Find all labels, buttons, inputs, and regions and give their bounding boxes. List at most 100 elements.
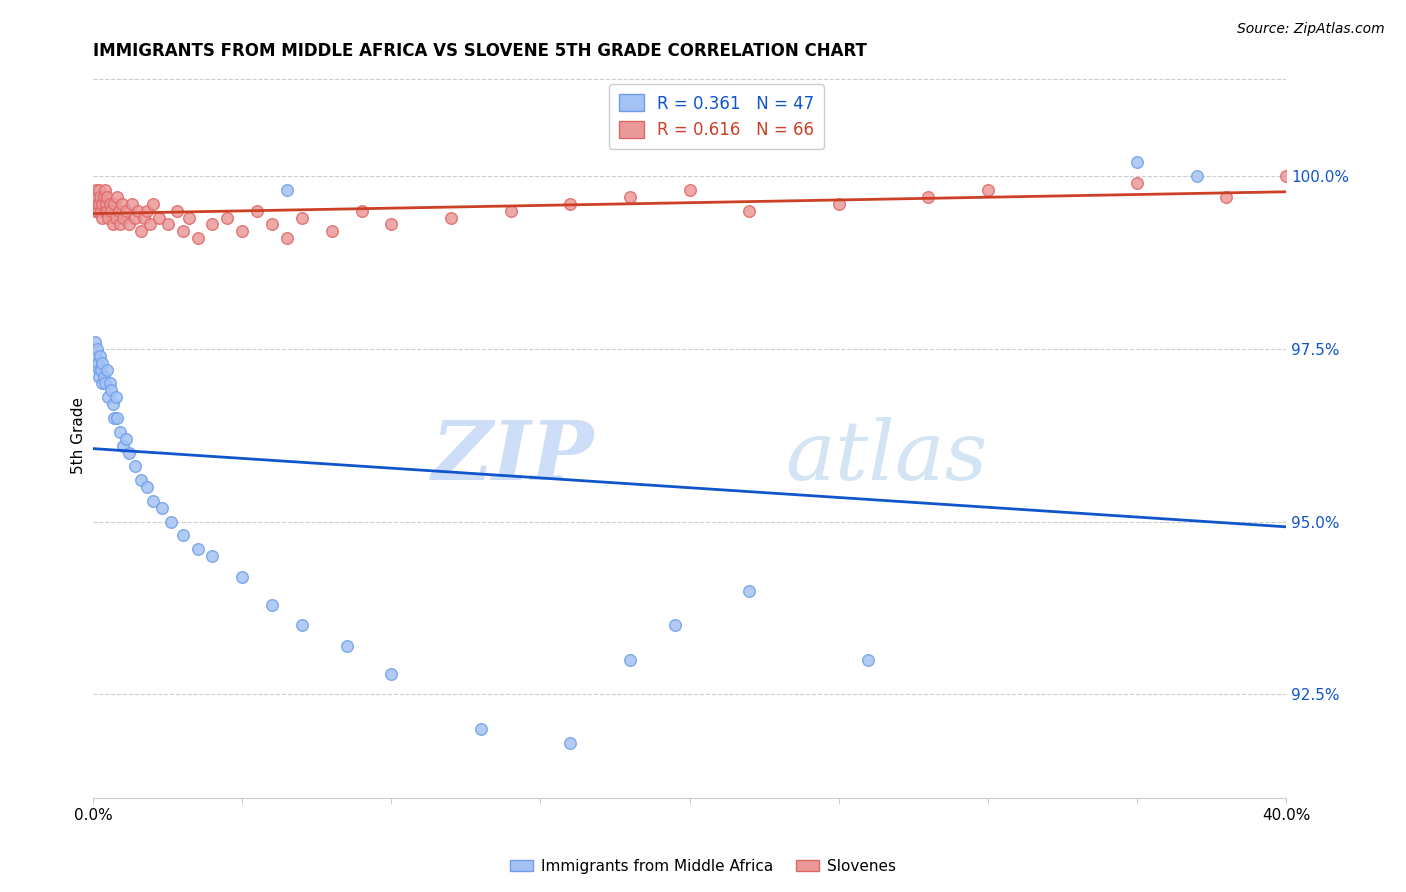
Point bbox=[94, 376, 117, 391]
Point bbox=[84, 183, 107, 197]
Point bbox=[262, 598, 284, 612]
Point bbox=[86, 203, 108, 218]
Point bbox=[738, 583, 761, 598]
Point bbox=[90, 362, 112, 376]
Point bbox=[827, 196, 849, 211]
Point bbox=[96, 203, 118, 218]
Point bbox=[86, 342, 108, 356]
Point bbox=[139, 218, 162, 232]
Point bbox=[172, 528, 194, 542]
Point bbox=[93, 190, 115, 204]
Point bbox=[619, 190, 641, 204]
Point bbox=[97, 390, 120, 404]
Point bbox=[1215, 190, 1237, 204]
Point bbox=[127, 203, 149, 218]
Point bbox=[1185, 169, 1208, 183]
Point bbox=[201, 218, 224, 232]
Text: atlas: atlas bbox=[785, 417, 987, 497]
Point bbox=[96, 190, 118, 204]
Point bbox=[135, 480, 157, 494]
Point bbox=[105, 190, 128, 204]
Y-axis label: 5th Grade: 5th Grade bbox=[72, 397, 86, 474]
Legend: Immigrants from Middle Africa, Slovenes: Immigrants from Middle Africa, Slovenes bbox=[505, 853, 901, 880]
Point bbox=[291, 618, 314, 632]
Point bbox=[187, 231, 209, 245]
Point bbox=[91, 211, 114, 225]
Point bbox=[124, 211, 146, 225]
Point bbox=[159, 515, 181, 529]
Point bbox=[87, 183, 110, 197]
Point bbox=[135, 203, 157, 218]
Point bbox=[101, 397, 124, 411]
Point bbox=[148, 211, 170, 225]
Point bbox=[321, 224, 343, 238]
Point bbox=[86, 356, 108, 370]
Point bbox=[129, 473, 152, 487]
Point bbox=[90, 376, 112, 391]
Point bbox=[187, 542, 209, 557]
Point bbox=[350, 203, 373, 218]
Point bbox=[86, 190, 108, 204]
Point bbox=[115, 432, 138, 446]
Point bbox=[177, 211, 200, 225]
Point bbox=[231, 224, 253, 238]
Point bbox=[142, 494, 165, 508]
Point bbox=[97, 211, 120, 225]
Point bbox=[104, 211, 127, 225]
Point bbox=[101, 218, 124, 232]
Point bbox=[619, 653, 641, 667]
Point bbox=[118, 445, 141, 459]
Point bbox=[380, 218, 402, 232]
Point bbox=[87, 362, 110, 376]
Point bbox=[118, 218, 141, 232]
Point bbox=[93, 369, 115, 384]
Point bbox=[89, 369, 111, 384]
Point bbox=[560, 196, 582, 211]
Point bbox=[83, 203, 105, 218]
Point bbox=[738, 203, 761, 218]
Point bbox=[262, 218, 284, 232]
Point bbox=[104, 390, 127, 404]
Point bbox=[94, 196, 117, 211]
Point bbox=[100, 203, 122, 218]
Point bbox=[89, 190, 111, 204]
Point bbox=[858, 653, 880, 667]
Point bbox=[276, 231, 298, 245]
Point bbox=[132, 211, 155, 225]
Point bbox=[107, 203, 129, 218]
Point bbox=[98, 196, 121, 211]
Point bbox=[276, 183, 298, 197]
Point bbox=[142, 196, 165, 211]
Point bbox=[96, 362, 118, 376]
Point bbox=[1275, 169, 1298, 183]
Point bbox=[231, 570, 253, 584]
Point bbox=[172, 224, 194, 238]
Point bbox=[84, 196, 107, 211]
Point bbox=[105, 411, 128, 425]
Text: Source: ZipAtlas.com: Source: ZipAtlas.com bbox=[1237, 22, 1385, 37]
Point bbox=[83, 334, 105, 349]
Point bbox=[201, 549, 224, 564]
Point bbox=[560, 736, 582, 750]
Point bbox=[977, 183, 1000, 197]
Point bbox=[111, 439, 134, 453]
Point bbox=[166, 203, 188, 218]
Point bbox=[110, 196, 132, 211]
Point bbox=[90, 203, 112, 218]
Point bbox=[115, 203, 138, 218]
Point bbox=[664, 618, 686, 632]
Point bbox=[93, 203, 115, 218]
Point bbox=[108, 425, 131, 439]
Point bbox=[336, 639, 359, 653]
Point bbox=[156, 218, 179, 232]
Point bbox=[470, 722, 492, 736]
Text: ZIP: ZIP bbox=[432, 417, 595, 497]
Point bbox=[129, 224, 152, 238]
Point bbox=[124, 459, 146, 474]
Point bbox=[917, 190, 939, 204]
Point bbox=[89, 349, 111, 363]
Legend: R = 0.361   N = 47, R = 0.616   N = 66: R = 0.361 N = 47, R = 0.616 N = 66 bbox=[609, 85, 824, 149]
Point bbox=[94, 183, 117, 197]
Point bbox=[217, 211, 239, 225]
Point bbox=[91, 356, 114, 370]
